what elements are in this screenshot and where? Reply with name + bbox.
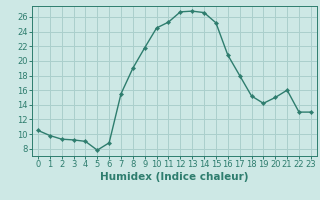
X-axis label: Humidex (Indice chaleur): Humidex (Indice chaleur)	[100, 172, 249, 182]
